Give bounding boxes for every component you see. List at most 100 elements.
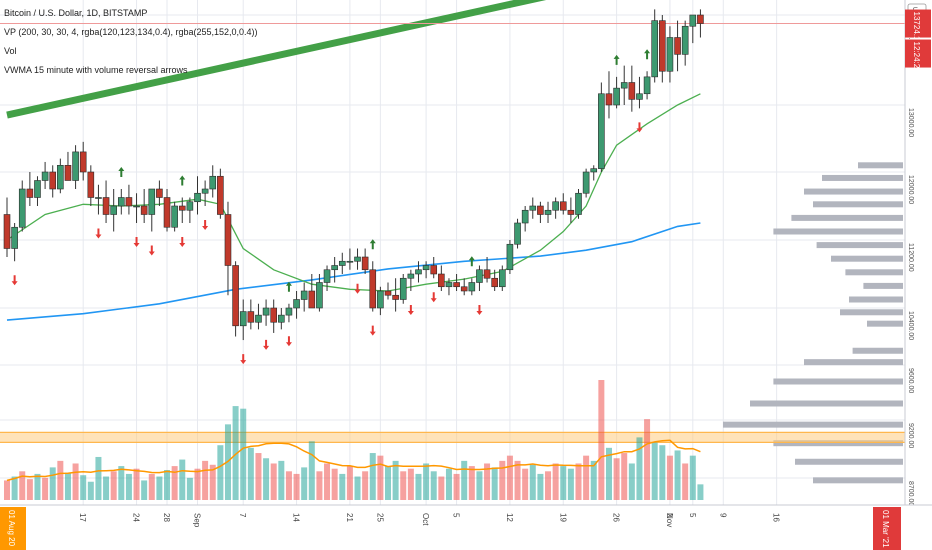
down-arrow-marker bbox=[285, 336, 292, 347]
down-arrow-marker bbox=[240, 354, 247, 365]
candle-body bbox=[217, 175, 224, 215]
legend-vwma[interactable]: VWMA 15 minute with volume reversal arro… bbox=[4, 65, 188, 75]
time-tick-label: 12 bbox=[505, 513, 514, 522]
candle-body bbox=[148, 188, 156, 215]
price-tick-label: 9200.00 bbox=[907, 423, 914, 448]
volume-bar bbox=[64, 472, 71, 500]
candle-body bbox=[567, 209, 575, 215]
volume-bar bbox=[125, 473, 132, 500]
time-tick-label: Oct bbox=[421, 513, 430, 526]
candle-body bbox=[178, 205, 186, 211]
candle-body bbox=[361, 256, 369, 271]
candle-body bbox=[598, 93, 605, 169]
legend-vp[interactable]: VP (200, 30, 30, 4, rgba(120,123,134,0.4… bbox=[4, 27, 258, 37]
price-tick-label: 11200.00 bbox=[907, 243, 914, 272]
volume-bar bbox=[674, 450, 681, 500]
time-tick-label: 17 bbox=[78, 513, 87, 522]
volume-bar bbox=[499, 460, 506, 500]
volume-bar bbox=[186, 477, 193, 500]
price-axis-bg bbox=[905, 0, 932, 505]
volume-bar bbox=[232, 406, 239, 500]
candle-body bbox=[3, 214, 11, 249]
candle-body bbox=[186, 201, 194, 211]
candle-body bbox=[582, 171, 590, 194]
volume-bar bbox=[179, 459, 186, 500]
volume-bar bbox=[651, 442, 658, 500]
volume-bar bbox=[141, 480, 148, 500]
volume-profile-bar bbox=[804, 188, 903, 195]
volume-bar bbox=[4, 480, 10, 500]
price-tick-label: 13000.00 bbox=[907, 108, 914, 137]
volume-bar bbox=[263, 458, 270, 500]
candle-body bbox=[575, 192, 582, 215]
volume-bar bbox=[87, 481, 94, 500]
volume-bar bbox=[202, 460, 209, 500]
candle-body bbox=[331, 265, 338, 271]
time-tick-label: 16 bbox=[772, 513, 781, 522]
volume-bar bbox=[583, 455, 590, 500]
candle-body bbox=[643, 76, 651, 95]
time-tick-label: 9 bbox=[718, 513, 727, 518]
volume-profile-bar bbox=[840, 309, 903, 316]
candle-body bbox=[628, 82, 636, 100]
volume-bar bbox=[522, 468, 529, 500]
volume-bar bbox=[339, 473, 346, 500]
volume-bar bbox=[644, 419, 651, 500]
down-arrow-marker bbox=[148, 245, 155, 256]
start-date-label: 01 Aug 20 bbox=[7, 510, 16, 547]
price-tick-label: 10400.00 bbox=[907, 311, 914, 340]
volume-bar bbox=[285, 471, 292, 500]
volume-bar bbox=[438, 476, 445, 500]
candle-body bbox=[651, 20, 659, 78]
countdown-label: 12:24:26 bbox=[912, 42, 921, 74]
volume-bar bbox=[72, 463, 79, 500]
time-tick-label: 7 bbox=[238, 513, 247, 518]
volume-bar bbox=[697, 484, 704, 500]
volume-bar bbox=[400, 471, 407, 500]
volume-bar bbox=[57, 460, 64, 500]
volume-bar bbox=[354, 476, 361, 500]
time-tick-label: 21 bbox=[345, 513, 354, 522]
volume-bar bbox=[255, 453, 262, 500]
chart-legend: Bitcoin / U.S. Dollar, 1D, BITSTAMP VP (… bbox=[4, 4, 258, 80]
candle-body bbox=[247, 311, 255, 323]
volume-bar bbox=[293, 473, 300, 500]
time-tick-label: 26 bbox=[612, 513, 621, 522]
candle-body bbox=[354, 256, 361, 262]
candle-body bbox=[11, 226, 18, 249]
volume-bar bbox=[621, 453, 628, 500]
candle-body bbox=[232, 265, 239, 327]
volume-bar bbox=[590, 460, 597, 500]
candle-body bbox=[430, 265, 438, 275]
candle-body bbox=[498, 269, 506, 288]
volume-bar bbox=[331, 468, 338, 500]
candle-body bbox=[529, 205, 537, 211]
down-arrow-marker bbox=[636, 122, 643, 133]
candle-body bbox=[483, 269, 491, 279]
candle-body bbox=[460, 286, 468, 292]
candle-body bbox=[415, 269, 422, 275]
volume-bar bbox=[316, 471, 323, 500]
candle-body bbox=[34, 180, 41, 198]
candle-body bbox=[41, 171, 49, 181]
volume-bar bbox=[171, 466, 178, 500]
volume-profile-bar bbox=[791, 214, 903, 221]
candle-body bbox=[445, 282, 453, 288]
legend-symbol[interactable]: Bitcoin / U.S. Dollar, 1D, BITSTAMP bbox=[4, 8, 148, 18]
candle-body bbox=[49, 171, 57, 190]
price-tick-label: 12000.00 bbox=[907, 175, 914, 204]
time-tick-label: 2 bbox=[665, 513, 674, 518]
candle-body bbox=[102, 197, 110, 215]
legend-vol[interactable]: Vol bbox=[4, 46, 17, 56]
candle-body bbox=[118, 197, 125, 207]
value-area-band bbox=[0, 432, 905, 443]
up-arrow-marker bbox=[369, 239, 376, 250]
volume-bar bbox=[19, 471, 26, 500]
volume-bar bbox=[346, 466, 353, 500]
candle-body bbox=[636, 93, 643, 100]
candle-body bbox=[125, 197, 133, 207]
time-tick-label: 14 bbox=[292, 513, 301, 522]
candle-body bbox=[270, 307, 278, 323]
down-arrow-marker bbox=[354, 283, 361, 294]
